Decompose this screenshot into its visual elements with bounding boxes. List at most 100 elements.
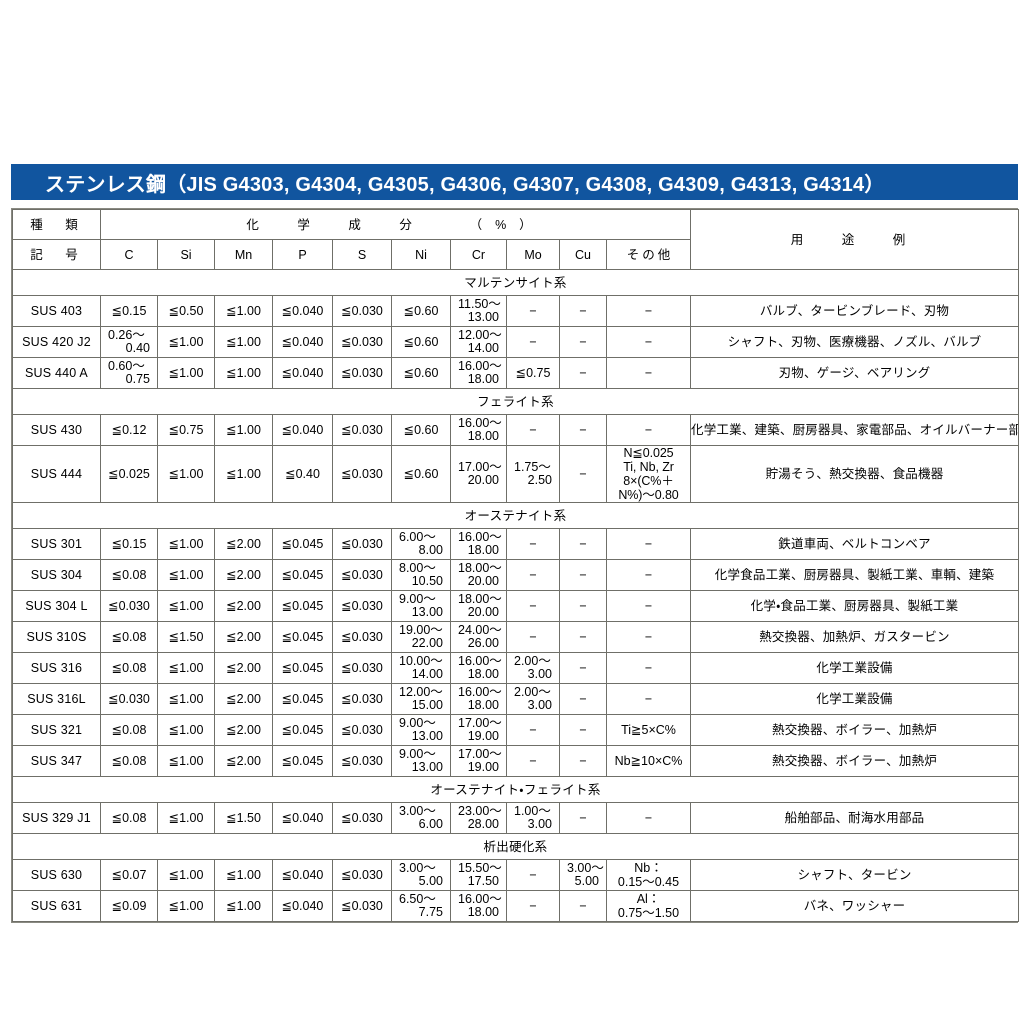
cell-s: ≦0.030 — [332, 528, 392, 560]
header-grade-line1: 種 類 — [12, 209, 101, 240]
cell-mo: − — [506, 414, 560, 446]
cell-cu: − — [559, 683, 607, 715]
cell-mn: ≦2.00 — [214, 683, 273, 715]
cell-mo: − — [506, 559, 560, 591]
header-col-mn: Mn — [214, 239, 273, 270]
cell-other: Nb： 0.15〜0.45 — [606, 859, 691, 891]
cell-cu: − — [559, 528, 607, 560]
table-row: SUS 631 ≦0.09 ≦1.00 ≦1.00 ≦0.040 ≦0.030 6.50〜 7… — [12, 890, 1019, 922]
cell-other: − — [606, 621, 691, 653]
cell-mo: 2.00〜 3.00 — [506, 652, 560, 684]
cell-cr: 11.50〜 13.00 — [450, 295, 507, 327]
cell-ni: 9.00〜 13.00 — [391, 714, 451, 746]
cell-cu: − — [559, 590, 607, 622]
grade-cell: SUS 316 — [12, 652, 101, 684]
cell-c: ≦0.08 — [100, 559, 158, 591]
section-label: マルテンサイト系 — [12, 269, 1019, 296]
page-title: ステンレス鋼（JIS G4303, G4304, G4305, G4306, G… — [45, 173, 885, 196]
cell-s: ≦0.030 — [332, 326, 392, 358]
table-row: SUS 444 ≦0.025 ≦1.00 ≦1.00 ≦0.40 ≦0.030 ≦0.60 1… — [12, 445, 1019, 503]
cell-p: ≦0.40 — [272, 445, 333, 503]
cell-ni: ≦0.60 — [391, 357, 451, 389]
cell-c: 0.26〜 0.40 — [100, 326, 158, 358]
cell-mn: ≦1.00 — [214, 326, 273, 358]
header-row-group: 種 類 化 学 成 分 （%） 用 途 例 — [12, 209, 1019, 270]
cell-mn: ≦1.00 — [214, 414, 273, 446]
cell-s: ≦0.030 — [332, 295, 392, 327]
cell-si: ≦1.00 — [157, 357, 215, 389]
cell-other: − — [606, 357, 691, 389]
header-grade-line2: 記 号 — [12, 239, 101, 270]
cell-s: ≦0.030 — [332, 890, 392, 922]
cell-ni: 6.50〜 7.75 — [391, 890, 451, 922]
cell-p: ≦0.045 — [272, 652, 333, 684]
cell-p: ≦0.045 — [272, 683, 333, 715]
section-label: フェライト系 — [12, 388, 1019, 415]
grade-cell: SUS 430 — [12, 414, 101, 446]
header-row-columns: 記 号 C Si Mn P S Ni Cr Mo Cu その他 — [12, 239, 1019, 270]
cell-mn: ≦2.00 — [214, 590, 273, 622]
cell-c: ≦0.15 — [100, 295, 158, 327]
usage-cell: シャフト、刃物、医療機器、ノズル、バルブ — [690, 326, 1019, 358]
cell-p: ≦0.045 — [272, 745, 333, 777]
usage-cell: 熱交換器、ボイラー、加熱炉 — [690, 714, 1019, 746]
header-col-s: S — [332, 239, 392, 270]
usage-cell: 熱交換器、加熱炉、ガスタービン — [690, 621, 1019, 653]
usage-cell: 化学・食品工業、厨房器具、製紙工業 — [690, 590, 1019, 622]
cell-s: ≦0.030 — [332, 357, 392, 389]
cell-s: ≦0.030 — [332, 590, 392, 622]
cell-s: ≦0.030 — [332, 745, 392, 777]
cell-cu: − — [559, 714, 607, 746]
usage-cell: 化学食品工業、厨房器具、製紙工業、車輌、建築 — [690, 559, 1019, 591]
cell-cu: 3.00〜 5.00 — [559, 859, 607, 891]
cell-cu: − — [559, 326, 607, 358]
table-row: SUS 630 ≦0.07 ≦1.00 ≦1.00 ≦0.040 ≦0.030 3.00〜 5… — [12, 859, 1019, 891]
cell-cr: 16.00〜 18.00 — [450, 652, 507, 684]
cell-c: ≦0.08 — [100, 714, 158, 746]
cell-p: ≦0.040 — [272, 859, 333, 891]
cell-ni: ≦0.60 — [391, 414, 451, 446]
cell-cu: − — [559, 890, 607, 922]
cell-c: ≦0.030 — [100, 590, 158, 622]
table-row: SUS 310S ≦0.08 ≦1.50 ≦2.00 ≦0.045 ≦0.030 19.00… — [12, 621, 1019, 653]
cell-p: ≦0.040 — [272, 295, 333, 327]
cell-cr: 16.00〜 18.00 — [450, 414, 507, 446]
cell-ni: ≦0.60 — [391, 326, 451, 358]
cell-mo: − — [506, 528, 560, 560]
cell-other: − — [606, 802, 691, 834]
usage-cell: 熱交換器、ボイラー、加熱炉 — [690, 745, 1019, 777]
cell-s: ≦0.030 — [332, 652, 392, 684]
cell-mn: ≦1.00 — [214, 357, 273, 389]
cell-cr: 17.00〜 19.00 — [450, 714, 507, 746]
cell-cr: 18.00〜 20.00 — [450, 590, 507, 622]
grade-cell: SUS 316L — [12, 683, 101, 715]
header-chemical-composition: 化 学 成 分 （%） — [100, 209, 691, 240]
cell-other: − — [606, 590, 691, 622]
section-header-row: オーステナイト・フェライト系 — [12, 776, 1019, 803]
usage-cell: 化学工業設備 — [690, 652, 1019, 684]
cell-cu: − — [559, 414, 607, 446]
table-header: 種 類 化 学 成 分 （%） 用 途 例 記 号 C Si Mn P S Ni… — [12, 209, 1019, 270]
cell-other: Al： 0.75〜1.50 — [606, 890, 691, 922]
table-row: SUS 304 ≦0.08 ≦1.00 ≦2.00 ≦0.045 ≦0.030 8.00〜 1… — [12, 559, 1019, 591]
grade-cell: SUS 301 — [12, 528, 101, 560]
usage-cell: 化学工業設備 — [690, 683, 1019, 715]
section-header-row: 析出硬化系 — [12, 833, 1019, 860]
cell-other: − — [606, 528, 691, 560]
grade-cell: SUS 304 — [12, 559, 101, 591]
cell-ni: 12.00〜 15.00 — [391, 683, 451, 715]
cell-si: ≦1.50 — [157, 621, 215, 653]
cell-mo: 1.75〜 2.50 — [506, 445, 560, 503]
cell-ni: 6.00〜 8.00 — [391, 528, 451, 560]
usage-cell: 化学工業、建築、厨房器具、家電部品、オイルバーナー部品 — [690, 414, 1019, 446]
cell-ni: 8.00〜 10.50 — [391, 559, 451, 591]
cell-si: ≦0.75 — [157, 414, 215, 446]
cell-si: ≦1.00 — [157, 652, 215, 684]
cell-mo: − — [506, 859, 560, 891]
grade-cell: SUS 630 — [12, 859, 101, 891]
section-label: オーステナイト・フェライト系 — [12, 776, 1019, 803]
cell-ni: 3.00〜 5.00 — [391, 859, 451, 891]
usage-cell: バルブ、タービンブレード、刃物 — [690, 295, 1019, 327]
cell-other: − — [606, 559, 691, 591]
table-row: SUS 301 ≦0.15 ≦1.00 ≦2.00 ≦0.045 ≦0.030 6.00〜 8… — [12, 528, 1019, 560]
